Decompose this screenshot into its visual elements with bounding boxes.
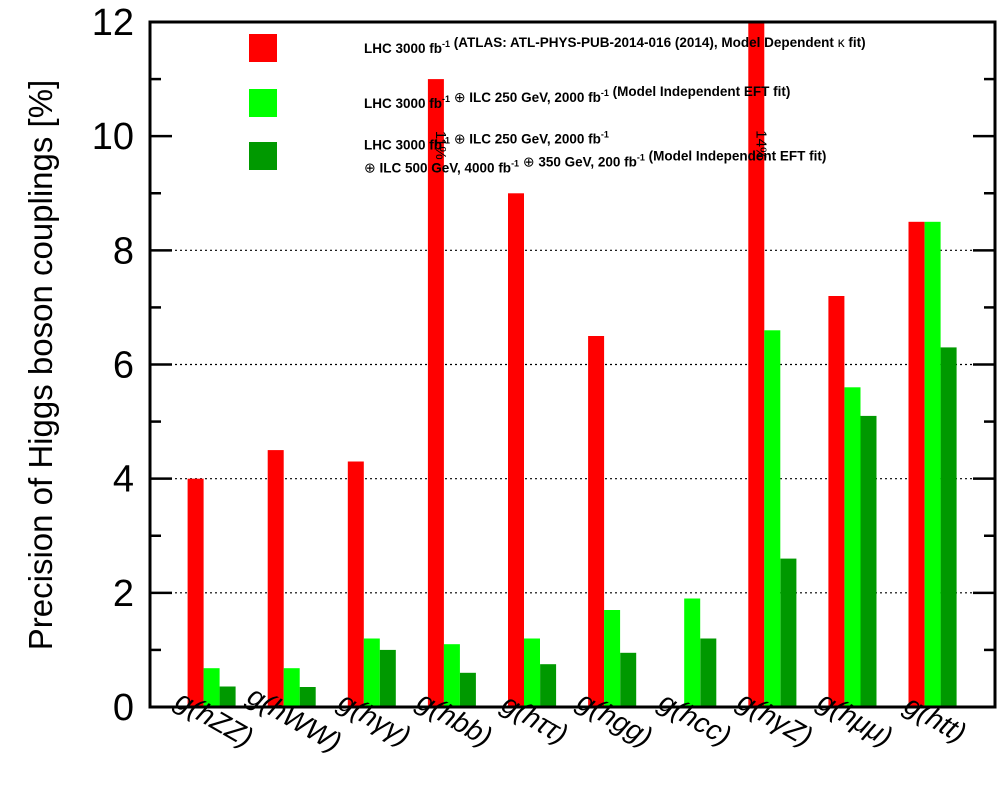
y-tick-label: 10 <box>92 116 134 158</box>
bar <box>443 644 460 707</box>
legend-label: LHC 3000 fb-1 ⊕ ILC 250 GeV, 2000 fb-1 (… <box>364 84 790 111</box>
y-tick-label: 8 <box>113 230 134 272</box>
bar <box>844 387 861 707</box>
bar <box>860 415 877 707</box>
axis-ticks <box>150 20 995 709</box>
bar <box>748 22 765 707</box>
y-tick-label: 2 <box>113 573 134 615</box>
bar-value-label: 11% <box>432 131 449 160</box>
bar <box>363 638 380 707</box>
bar <box>908 221 925 708</box>
legend: LHC 3000 fb-1 (ATLAS: ATL-PHYS-PUB-2014-… <box>249 34 866 176</box>
bar <box>219 686 236 707</box>
bar <box>427 79 444 708</box>
legend-swatch <box>249 34 277 62</box>
bar <box>459 672 476 708</box>
grid-lines <box>150 249 995 594</box>
y-axis-label: Precision of Higgs boson couplings [%] <box>22 80 59 650</box>
bar <box>700 638 717 707</box>
bar <box>828 296 845 707</box>
bar <box>267 450 284 707</box>
bar-value-label: 14% <box>752 130 769 160</box>
bar <box>604 610 621 707</box>
legend-label: ⊕ ILC 500 GeV, 4000 fb-1 ⊕ 350 GeV, 200 … <box>364 149 826 176</box>
legend-swatch <box>249 142 277 170</box>
bar <box>684 598 701 707</box>
bar <box>780 558 797 707</box>
bar <box>524 638 540 707</box>
bar <box>379 649 396 707</box>
y-tick-label: 4 <box>113 459 134 501</box>
bar <box>283 668 300 707</box>
legend-label: LHC 3000 fb-1 (ATLAS: ATL-PHYS-PUB-2014-… <box>364 34 866 56</box>
bar <box>764 330 781 707</box>
bar <box>299 687 316 707</box>
bars <box>187 22 957 708</box>
bar <box>924 221 941 708</box>
bar <box>540 664 557 707</box>
y-tick-label: 12 <box>92 2 134 44</box>
bar <box>347 461 364 707</box>
bar <box>508 193 524 708</box>
y-tick-label: 0 <box>113 687 134 729</box>
legend-label: LHC 3000 fb-1 ⊕ ILC 250 GeV, 2000 fb-1 <box>364 130 609 153</box>
legend-swatch <box>249 89 277 117</box>
bar <box>940 347 957 707</box>
y-tick-label: 6 <box>113 345 134 387</box>
bar <box>203 668 220 707</box>
bar <box>187 478 204 707</box>
bar <box>588 336 605 707</box>
bar <box>620 652 637 707</box>
